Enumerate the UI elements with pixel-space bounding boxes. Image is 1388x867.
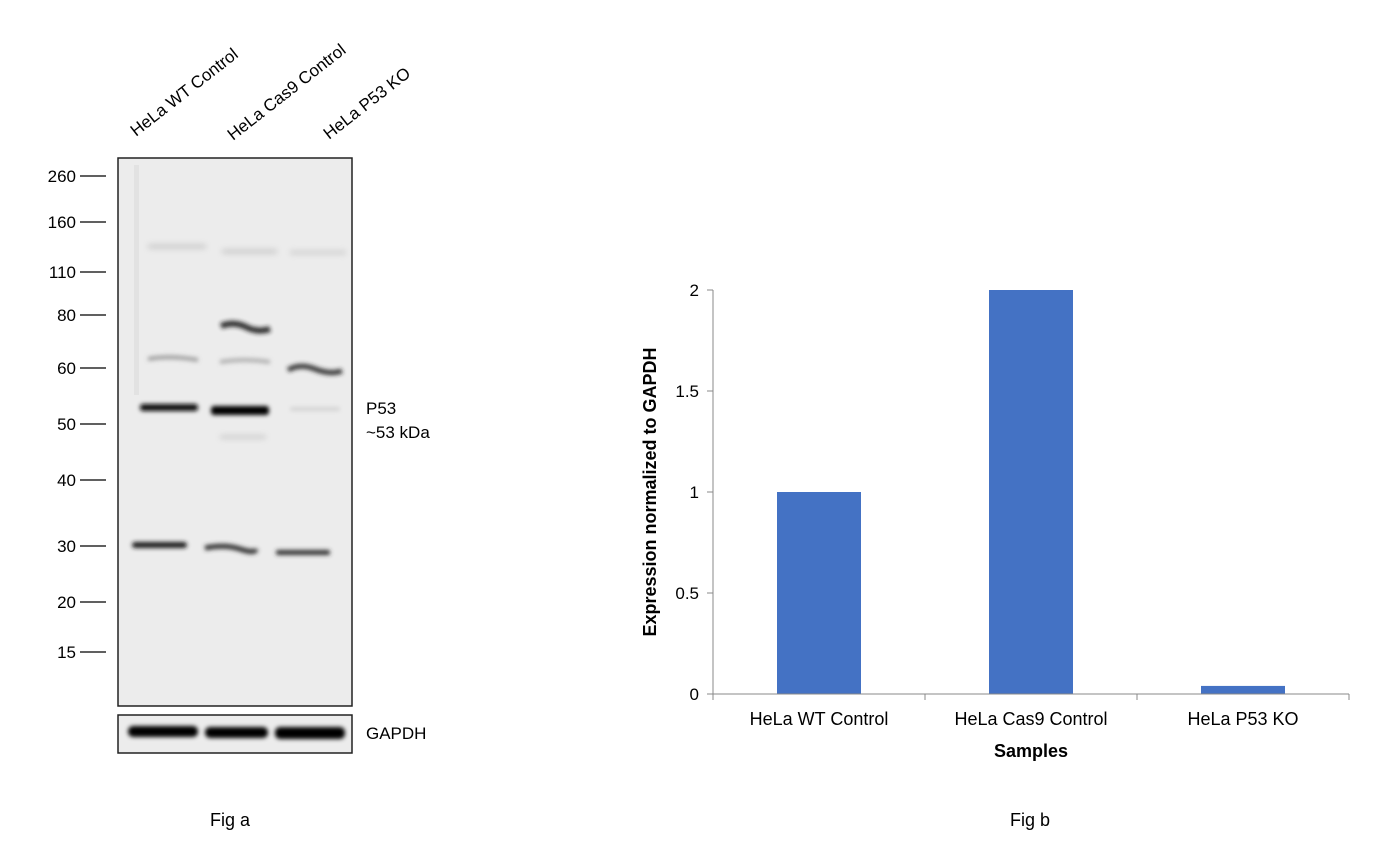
band-p53-cas9 [211,406,269,415]
x-axis-title: Samples [994,741,1068,761]
loading-control-label: GAPDH [366,724,426,743]
bar-series [777,290,1285,694]
bar [1201,685,1285,694]
marker-label: 80 [57,306,76,325]
fig-b-caption: Fig b [1009,810,1051,830]
marker-label: 50 [57,415,76,434]
faint-bands-140 [148,244,346,255]
faint-band-46 [220,435,266,439]
x-tick-label: HeLa Cas9 Control [954,709,1107,729]
marker-label: 110 [49,263,76,282]
y-tick-label: 1 [690,483,699,502]
y-axis-title: Expression normalized to GAPDH [640,347,660,636]
target-label: P53 [366,399,396,418]
fig-a-caption: Fig a [209,810,251,830]
marker-label: 15 [57,643,76,662]
marker-ladder: 260 160 110 80 60 50 40 30 20 15 [48,167,106,662]
band-p53-wt [140,404,198,411]
marker-label: 40 [57,471,76,490]
y-tick-label: 0 [690,685,699,704]
marker-label: 20 [57,593,76,612]
lane-labels: HeLa WT Control HeLa Cas9 Control HeLa P… [127,40,414,144]
bands-30kda [132,542,330,555]
marker-label: 260 [48,167,76,186]
y-tick-label: 2 [690,281,699,300]
marker-label: 60 [57,359,76,378]
x-tick-label: HeLa P53 KO [1187,709,1298,729]
lane-label-ko: HeLa P53 KO [320,64,414,144]
bar [989,290,1073,694]
bar [777,492,861,694]
band-p53-ko [290,407,340,411]
marker-label: 30 [57,537,76,556]
lane-label-wt: HeLa WT Control [127,45,242,141]
y-axis: 0 0.5 1 1.5 2 [675,281,714,704]
x-tick-label: HeLa WT Control [750,709,889,729]
blot-panel [117,157,353,707]
blot-streak [134,165,139,395]
y-tick-label: 1.5 [675,382,699,401]
y-tick-label: 0.5 [675,584,699,603]
bands-62kda [147,355,343,376]
bands-gapdh [128,726,345,739]
x-axis: HeLa WT Control HeLa Cas9 Control HeLa P53… [712,693,1350,729]
band-75kda-cas9 [219,320,271,334]
bands-p53 [140,404,340,415]
marker-label: 160 [48,213,76,232]
target-size-label: ~53 kDa [366,423,430,442]
western-blot-figure: HeLa WT Control HeLa Cas9 Control HeLa P… [48,40,430,754]
